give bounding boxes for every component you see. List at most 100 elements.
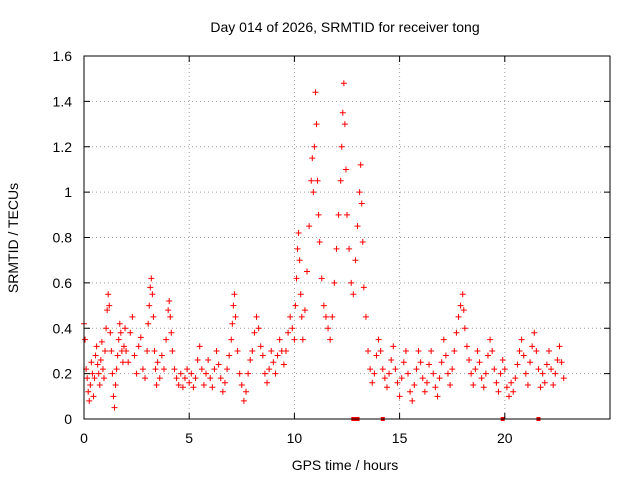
data-point bbox=[313, 121, 320, 128]
data-point bbox=[411, 381, 418, 388]
data-point bbox=[148, 275, 155, 282]
y-tick-label: 0 bbox=[64, 411, 72, 427]
data-point bbox=[468, 370, 475, 377]
data-point bbox=[153, 381, 160, 388]
data-point bbox=[430, 370, 437, 377]
data-point bbox=[264, 379, 271, 386]
data-point bbox=[541, 379, 548, 386]
data-point bbox=[96, 381, 103, 388]
data-point bbox=[106, 302, 113, 309]
data-point bbox=[203, 370, 210, 377]
data-point bbox=[104, 307, 111, 314]
data-point bbox=[249, 347, 256, 354]
y-tick-label: 1 bbox=[64, 184, 72, 200]
data-point bbox=[111, 404, 118, 411]
data-point bbox=[292, 302, 299, 309]
data-point bbox=[356, 189, 363, 196]
data-point bbox=[373, 352, 380, 359]
data-point bbox=[158, 352, 165, 359]
data-point bbox=[255, 325, 262, 332]
data-point bbox=[261, 370, 268, 377]
data-point bbox=[226, 352, 233, 359]
data-point bbox=[224, 366, 231, 373]
data-point bbox=[97, 357, 104, 364]
data-point bbox=[371, 370, 378, 377]
data-point bbox=[497, 370, 504, 377]
data-point bbox=[211, 366, 218, 373]
data-point bbox=[152, 366, 159, 373]
data-point bbox=[163, 336, 170, 343]
data-point bbox=[367, 366, 374, 373]
data-point bbox=[315, 211, 322, 218]
data-point bbox=[339, 109, 346, 116]
data-point bbox=[322, 313, 329, 320]
data-point bbox=[93, 343, 100, 350]
data-point bbox=[139, 366, 146, 373]
data-point bbox=[133, 370, 140, 377]
data-point bbox=[535, 366, 542, 373]
data-point bbox=[484, 352, 491, 359]
data-point bbox=[548, 366, 555, 373]
data-point bbox=[398, 375, 405, 382]
data-point bbox=[299, 336, 306, 343]
data-point bbox=[280, 361, 287, 368]
data-point bbox=[88, 359, 95, 366]
data-point bbox=[421, 388, 428, 395]
data-point bbox=[238, 381, 245, 388]
data-point bbox=[531, 329, 538, 336]
data-point bbox=[198, 366, 205, 373]
data-point bbox=[119, 359, 126, 366]
data-point bbox=[95, 370, 102, 377]
chart-title: Day 014 of 2026, SRMTID for receiver ton… bbox=[210, 19, 479, 35]
data-point bbox=[99, 366, 106, 373]
data-point bbox=[493, 379, 500, 386]
data-point bbox=[129, 313, 136, 320]
data-point bbox=[312, 89, 319, 96]
data-point bbox=[151, 347, 158, 354]
data-point bbox=[460, 307, 467, 314]
data-point bbox=[463, 343, 470, 350]
data-point bbox=[383, 384, 390, 391]
data-point bbox=[217, 375, 224, 382]
data-point bbox=[325, 325, 332, 332]
data-point bbox=[125, 359, 132, 366]
data-point bbox=[459, 291, 466, 298]
data-point bbox=[402, 347, 409, 354]
data-point bbox=[301, 307, 308, 314]
data-point bbox=[514, 361, 521, 368]
data-point bbox=[407, 388, 414, 395]
data-point bbox=[137, 334, 144, 341]
data-point bbox=[146, 302, 153, 309]
data-point bbox=[527, 359, 534, 366]
x-tick-label: 5 bbox=[185, 430, 193, 446]
data-point bbox=[338, 143, 345, 150]
data-point bbox=[184, 366, 191, 373]
data-point bbox=[168, 329, 175, 336]
data-point bbox=[221, 379, 228, 386]
data-point bbox=[423, 379, 430, 386]
data-point bbox=[186, 379, 193, 386]
data-point bbox=[114, 352, 121, 359]
data-point bbox=[113, 366, 120, 373]
data-point bbox=[120, 343, 127, 350]
grid-layer bbox=[84, 56, 610, 419]
data-point bbox=[213, 347, 220, 354]
data-point bbox=[270, 359, 277, 366]
data-point bbox=[377, 347, 384, 354]
data-point bbox=[100, 375, 107, 382]
data-point bbox=[503, 384, 510, 391]
data-point bbox=[466, 357, 473, 364]
data-point bbox=[115, 336, 122, 343]
data-point bbox=[90, 393, 97, 400]
y-tick-label: 1.6 bbox=[53, 48, 73, 64]
data-point bbox=[320, 302, 327, 309]
data-point bbox=[282, 347, 289, 354]
data-point bbox=[240, 397, 247, 404]
data-point bbox=[556, 343, 563, 350]
data-point bbox=[229, 320, 236, 327]
data-point bbox=[234, 347, 241, 354]
data-point bbox=[154, 359, 161, 366]
data-point bbox=[554, 357, 561, 364]
data-point bbox=[112, 381, 119, 388]
data-point bbox=[287, 313, 294, 320]
